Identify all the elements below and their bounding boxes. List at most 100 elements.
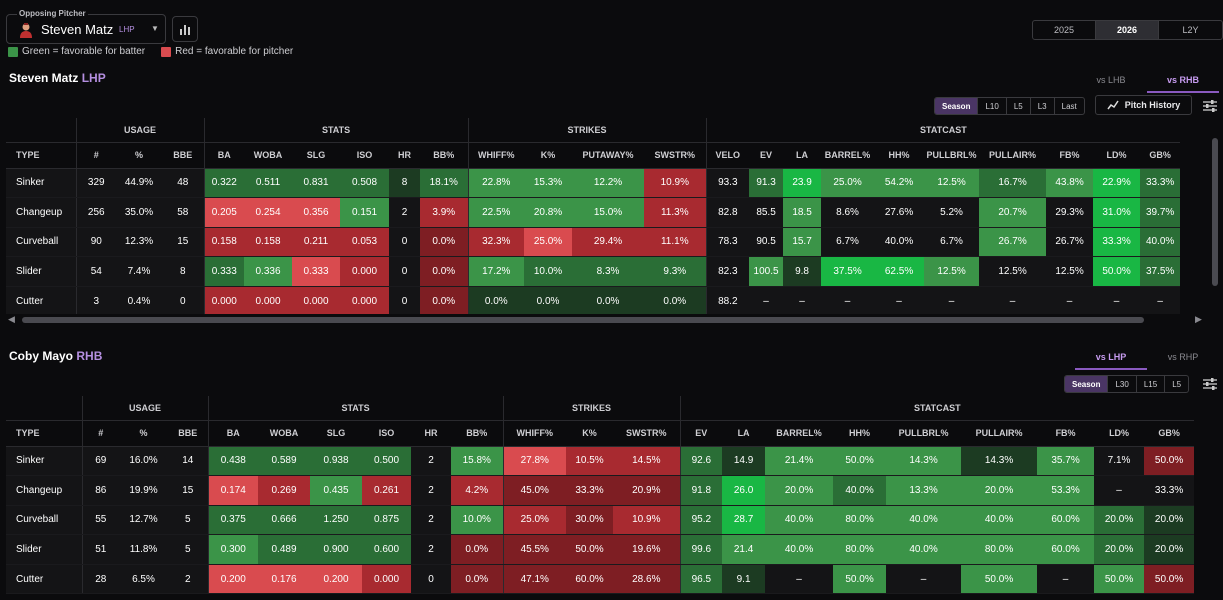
range-tab-l3[interactable]: L3 xyxy=(1031,98,1055,114)
cell-hhpct: 40.0% xyxy=(833,475,887,506)
table-row[interactable]: Slider 51 11.8% 5 0.300 0.489 0.900 0.600 2 0.0% 4… xyxy=(6,534,1195,565)
range-tab-l30[interactable]: L30 xyxy=(1108,376,1137,392)
column-header-bbe[interactable]: BBE xyxy=(162,142,205,169)
column-header-bbe[interactable]: BBE xyxy=(168,420,209,447)
column-header-ev[interactable]: EV xyxy=(679,420,723,447)
range-tab-l5[interactable]: L5 xyxy=(1007,98,1031,114)
year-tab-2026[interactable]: 2026 xyxy=(1096,21,1159,39)
chart-toggle-button[interactable] xyxy=(172,16,198,42)
scroll-left-icon[interactable]: ◀ xyxy=(8,314,15,324)
column-header-ba[interactable]: BA xyxy=(203,142,245,169)
range-tab-l5[interactable]: L5 xyxy=(1172,379,1182,389)
cell-ev: 90.5 xyxy=(749,227,784,258)
column-header-whiffpct[interactable]: WHIFF% xyxy=(502,420,567,447)
column-header-bbpct[interactable]: BB% xyxy=(451,420,504,447)
table-row[interactable]: Cutter 28 6.5% 2 0.200 0.176 0.200 0.000 0 0.0% 47… xyxy=(6,564,1195,595)
table-row[interactable]: Cutter 3 0.4% 0 0.000 0.000 0.000 0.000 0 0.0% 0.0… xyxy=(6,286,1181,314)
column-header-slg[interactable]: SLG xyxy=(292,142,341,169)
column-header-woba[interactable]: WOBA xyxy=(244,142,293,169)
range-tab-season[interactable]: Season xyxy=(935,98,979,114)
column-header-fbpct[interactable]: FB% xyxy=(1046,142,1094,169)
cell-ba: 0.205 xyxy=(203,197,245,228)
column-header-ldpct[interactable]: LD% xyxy=(1093,142,1141,169)
column-header-hr[interactable]: HR xyxy=(389,142,421,169)
column-header-iso[interactable]: ISO xyxy=(362,420,412,447)
table-row[interactable]: Curveball 55 12.7% 5 0.375 0.666 1.250 0.875 2 10… xyxy=(6,505,1195,536)
cell-kpct: 60.0% xyxy=(566,564,614,595)
horizontal-scrollbar[interactable]: ◀ ▶ xyxy=(8,314,1203,326)
column-header-pullairpct[interactable]: PULLAIR% xyxy=(961,420,1038,447)
cell-pullairpct: 40.0% xyxy=(961,505,1038,536)
table-row[interactable]: Changeup 256 35.0% 58 0.205 0.254 0.356 0.151 2 3… xyxy=(6,197,1181,228)
pitch-history-button[interactable]: Pitch History xyxy=(1095,95,1192,115)
column-header-swstrpct[interactable]: SWSTR% xyxy=(644,142,707,169)
column-header-swstrpct[interactable]: SWSTR% xyxy=(613,420,681,447)
scroll-right-icon[interactable]: ▶ xyxy=(1195,314,1202,324)
cell-bbpct: 0.0% xyxy=(420,256,469,287)
column-header-pullbrlpct[interactable]: PULLBRL% xyxy=(886,420,962,447)
column-header-whiffpct[interactable]: WHIFF% xyxy=(467,142,525,169)
column-header-pullairpct[interactable]: PULLAIR% xyxy=(979,142,1047,169)
year-tab-2025[interactable]: 2025 xyxy=(1033,21,1096,39)
split-tab-vs-lhp[interactable]: vs LHP xyxy=(1075,349,1147,370)
legend-green-text: Green = favorable for batter xyxy=(22,46,146,57)
split-tab-vs-rhp[interactable]: vs RHP xyxy=(1167,352,1199,362)
column-header-barrelpct[interactable]: BARREL% xyxy=(765,420,834,447)
column-header-ba[interactable]: BA xyxy=(207,420,259,447)
scroll-thumb[interactable] xyxy=(22,317,1144,323)
cell-ba: 0.174 xyxy=(207,475,259,506)
column-header-la[interactable]: LA xyxy=(783,142,822,169)
column-header-velo[interactable]: VELO xyxy=(705,142,750,169)
column-header-barrelpct[interactable]: BARREL% xyxy=(821,142,875,169)
cell-count: 51 xyxy=(81,534,119,565)
column-header-woba[interactable]: WOBA xyxy=(258,420,311,447)
column-header-ldpct[interactable]: LD% xyxy=(1094,420,1145,447)
table-settings-icon[interactable] xyxy=(1203,100,1217,112)
vertical-scrollbar[interactable] xyxy=(1212,138,1218,286)
cell-slg: 0.333 xyxy=(292,256,341,287)
year-tab-l2y[interactable]: L2Y xyxy=(1182,25,1199,35)
batter-pitch-table: USAGE STATS STRIKES STATCAST TYPE #% BBE BA WOBA… xyxy=(6,396,1195,595)
pitch-type-cell: Sinker xyxy=(6,446,82,477)
column-header-bbpct[interactable]: BB% xyxy=(420,142,469,169)
column-header-hhpct[interactable]: HH% xyxy=(833,420,887,447)
opposing-pitcher-select[interactable]: Opposing Pitcher Steven Matz LHP ▼ xyxy=(6,9,166,44)
range-tab-l10[interactable]: L10 xyxy=(978,98,1007,114)
column-header-pullbrlpct[interactable]: PULLBRL% xyxy=(924,142,980,169)
table-row[interactable]: Sinker 69 16.0% 14 0.438 0.589 0.938 0.500 2 15.8… xyxy=(6,446,1195,477)
table-row[interactable]: Slider 54 7.4% 8 0.333 0.336 0.333 0.000 0 0.0% 17… xyxy=(6,256,1181,287)
table-settings-icon[interactable] xyxy=(1203,378,1217,390)
column-header-kpct[interactable]: K% xyxy=(524,142,573,169)
column-header-type[interactable]: TYPE xyxy=(6,142,76,169)
column-header-count[interactable]: # xyxy=(81,420,119,447)
column-header-gbpct[interactable]: GB% xyxy=(1140,142,1181,169)
column-header-type[interactable]: TYPE xyxy=(6,420,82,447)
column-header-fbpct[interactable]: FB% xyxy=(1037,420,1095,447)
column-header-kpct[interactable]: K% xyxy=(566,420,614,447)
cell-iso: 0.500 xyxy=(362,446,412,477)
column-header-putawaypct[interactable]: PUTAWAY% xyxy=(572,142,645,169)
cell-bbe: 2 xyxy=(168,564,209,595)
cell-ev: 96.5 xyxy=(679,564,723,595)
column-header-hr[interactable]: HR xyxy=(411,420,452,447)
cell-ev: 91.3 xyxy=(749,168,784,199)
cell-iso: 0.000 xyxy=(340,256,390,287)
split-tab-vs-lhb[interactable]: vs LHB xyxy=(1096,75,1126,85)
range-tab-l15[interactable]: L15 xyxy=(1137,376,1166,392)
column-header-pct[interactable]: % xyxy=(119,420,168,447)
column-header-slg[interactable]: SLG xyxy=(310,420,363,447)
column-header-hhpct[interactable]: HH% xyxy=(874,142,925,169)
column-header-la[interactable]: LA xyxy=(722,420,766,447)
column-header-ev[interactable]: EV xyxy=(749,142,784,169)
column-header-iso[interactable]: ISO xyxy=(340,142,390,169)
range-tab-last[interactable]: Last xyxy=(1061,101,1077,111)
cell-pullbrlpct: – xyxy=(924,286,980,314)
range-tab-season[interactable]: Season xyxy=(1065,376,1109,392)
column-header-gbpct[interactable]: GB% xyxy=(1144,420,1195,447)
column-header-count[interactable]: # xyxy=(75,142,116,169)
split-tab-vs-rhb[interactable]: vs RHB xyxy=(1147,72,1219,93)
table-row[interactable]: Sinker 329 44.9% 48 0.322 0.511 0.831 0.508 8 18.… xyxy=(6,168,1181,199)
table-row[interactable]: Curveball 90 12.3% 15 0.158 0.158 0.211 0.053 0 0… xyxy=(6,227,1181,258)
table-row[interactable]: Changeup 86 19.9% 15 0.174 0.269 0.435 0.261 2 4.… xyxy=(6,475,1195,506)
column-header-pct[interactable]: % xyxy=(116,142,162,169)
